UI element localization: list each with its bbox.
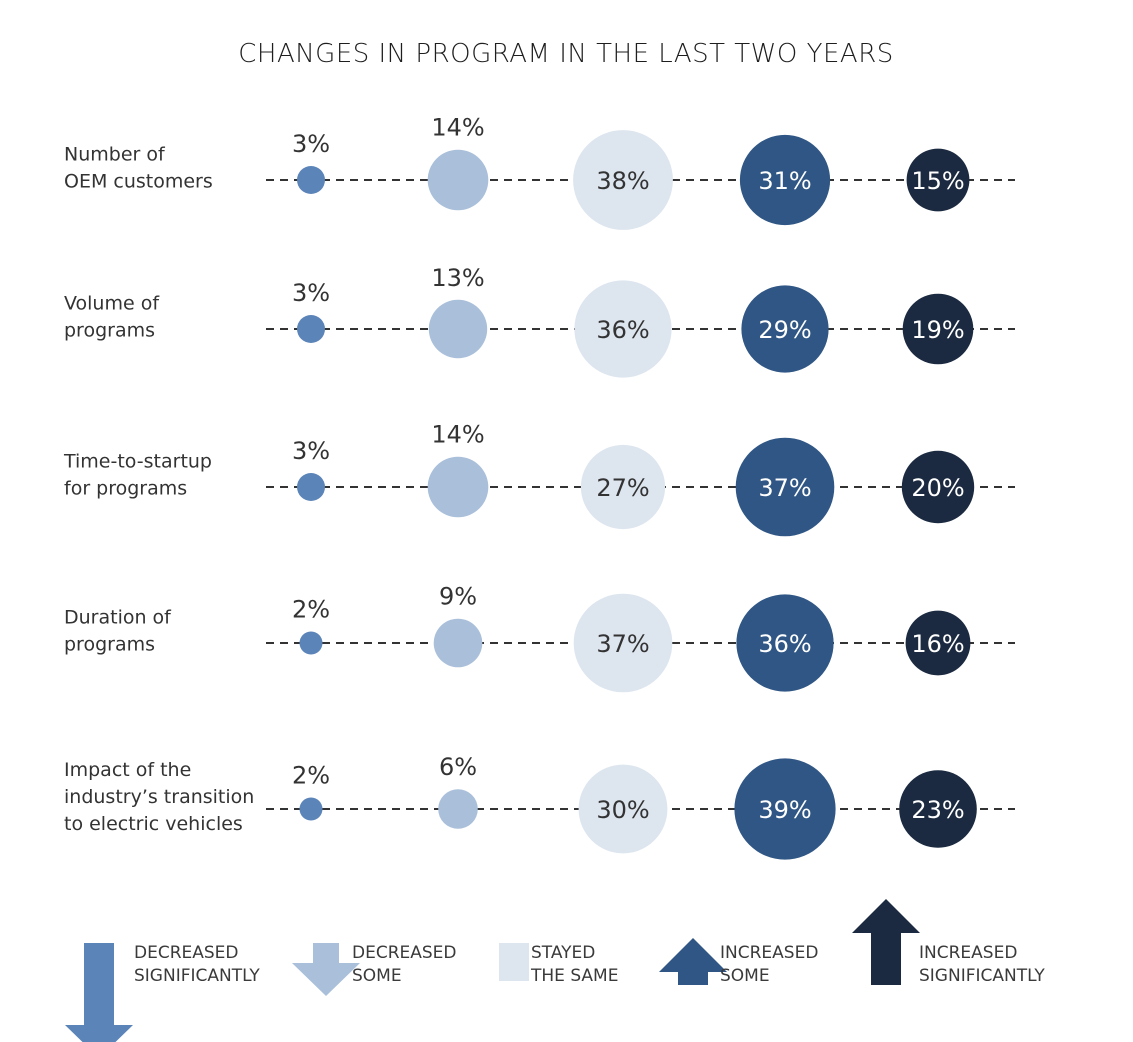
value-label: 13%: [431, 264, 484, 292]
bubble-increased-some: [736, 594, 834, 692]
value-label: 38%: [596, 167, 649, 195]
row-label: OEM customers: [64, 171, 213, 193]
legend-label: SIGNIFICANTLY: [919, 966, 1045, 986]
arrow-up-icon: [852, 899, 920, 985]
value-label: 27%: [596, 474, 649, 502]
square-icon: [499, 943, 529, 981]
value-label: 14%: [431, 421, 484, 449]
bubble-stayed-the-same: [578, 764, 668, 854]
legend-label: STAYED: [531, 943, 595, 963]
legend-label: INCREASED: [720, 943, 818, 963]
value-label: 19%: [911, 316, 964, 344]
bubble-increased-some: [734, 758, 836, 860]
legend-label: SIGNIFICANTLY: [134, 966, 260, 986]
row-label: to electric vehicles: [64, 813, 243, 835]
bubble-increased-significantly: [902, 293, 974, 365]
bubble-stayed-the-same: [574, 280, 672, 378]
value-label: 20%: [911, 474, 964, 502]
legend-label: SOME: [720, 966, 770, 986]
value-label: 3%: [292, 437, 330, 465]
bubble-stayed-the-same: [573, 593, 673, 693]
bubble-decreased-significantly: [297, 315, 325, 343]
row-label: programs: [64, 320, 155, 342]
bubble-increased-significantly: [901, 450, 975, 524]
bubble-stayed-the-same: [580, 444, 666, 530]
row-label: Impact of the: [64, 759, 191, 781]
value-label: 15%: [911, 167, 964, 195]
chart-rows: Number of OEM customers 3% 14% 38% 31% 15% Volu…: [63, 114, 1015, 860]
chart-row: Impact of the industry’s transition to ele…: [64, 753, 1015, 860]
bubble-increased-significantly: [899, 770, 977, 848]
arrow-up-icon: [659, 938, 727, 985]
row-label: Number of: [64, 144, 166, 166]
bubble-stayed-the-same: [573, 130, 673, 230]
legend-item-decreased-significantly: DECREASED SIGNIFICANTLY: [65, 943, 260, 1042]
arrow-down-icon: [292, 943, 360, 996]
value-label: 3%: [292, 130, 330, 158]
value-label: 39%: [758, 796, 811, 824]
bubble-decreased-significantly: [299, 631, 323, 655]
value-label: 23%: [911, 796, 964, 824]
legend: DECREASED SIGNIFICANTLY DECREASED SOME STAYE…: [65, 899, 1045, 1042]
value-label: 29%: [758, 316, 811, 344]
bubble-decreased-significantly: [297, 473, 325, 501]
arrow-down-icon: [65, 943, 133, 1042]
value-label: 31%: [758, 167, 811, 195]
chart-row: Number of OEM customers 3% 14% 38% 31% 15%: [64, 114, 1015, 230]
bubble-increased-significantly: [906, 148, 970, 212]
bubble-increased-some: [741, 285, 829, 373]
row-label: Duration of: [64, 607, 172, 629]
value-label: 36%: [596, 316, 649, 344]
chart-row: Time-to-startup for programs 3% 14% 27% 37% 20…: [63, 421, 1015, 537]
bubble-decreased-significantly: [297, 166, 325, 194]
legend-label: INCREASED: [919, 943, 1017, 963]
value-label: 14%: [431, 114, 484, 142]
legend-item-increased-significantly: INCREASED SIGNIFICANTLY: [852, 899, 1045, 986]
value-label: 9%: [439, 583, 477, 611]
value-label: 2%: [292, 762, 330, 790]
bubble-decreased-some: [427, 456, 489, 518]
row-label: Volume of: [64, 293, 160, 315]
bubble-increased-some: [739, 134, 831, 226]
legend-item-decreased-some: DECREASED SOME: [292, 943, 457, 996]
legend-label: DECREASED: [352, 943, 457, 963]
bubble-decreased-significantly: [299, 797, 323, 821]
legend-label: THE SAME: [530, 966, 618, 986]
chart-title: CHANGES IN PROGRAM IN THE LAST TWO YEARS: [238, 39, 894, 69]
value-label: 3%: [292, 279, 330, 307]
bubble-increased-some: [735, 437, 835, 537]
row-label: industry’s transition: [64, 786, 254, 808]
value-label: 37%: [758, 474, 811, 502]
bubble-increased-significantly: [905, 610, 971, 676]
legend-item-stayed-the-same: STAYED THE SAME: [499, 943, 618, 986]
legend-label: SOME: [352, 966, 402, 986]
legend-label: DECREASED: [134, 943, 239, 963]
value-label: 30%: [596, 796, 649, 824]
bubble-decreased-some: [433, 618, 483, 668]
row-label: Time-to-startup: [63, 451, 212, 473]
legend-item-increased-some: INCREASED SOME: [659, 938, 818, 986]
chart-row: Duration of programs 2% 9% 37% 36% 16%: [64, 583, 1015, 693]
bubble-decreased-some: [427, 149, 489, 211]
value-label: 2%: [292, 596, 330, 624]
chart-row: Volume of programs 3% 13% 36% 29% 19%: [64, 264, 1015, 378]
value-label: 6%: [439, 753, 477, 781]
bubble-decreased-some: [438, 789, 478, 829]
row-label: for programs: [64, 478, 187, 500]
value-label: 37%: [596, 630, 649, 658]
bubble-decreased-some: [428, 299, 488, 359]
value-label: 16%: [911, 630, 964, 658]
row-label: programs: [64, 634, 155, 656]
value-label: 36%: [758, 630, 811, 658]
